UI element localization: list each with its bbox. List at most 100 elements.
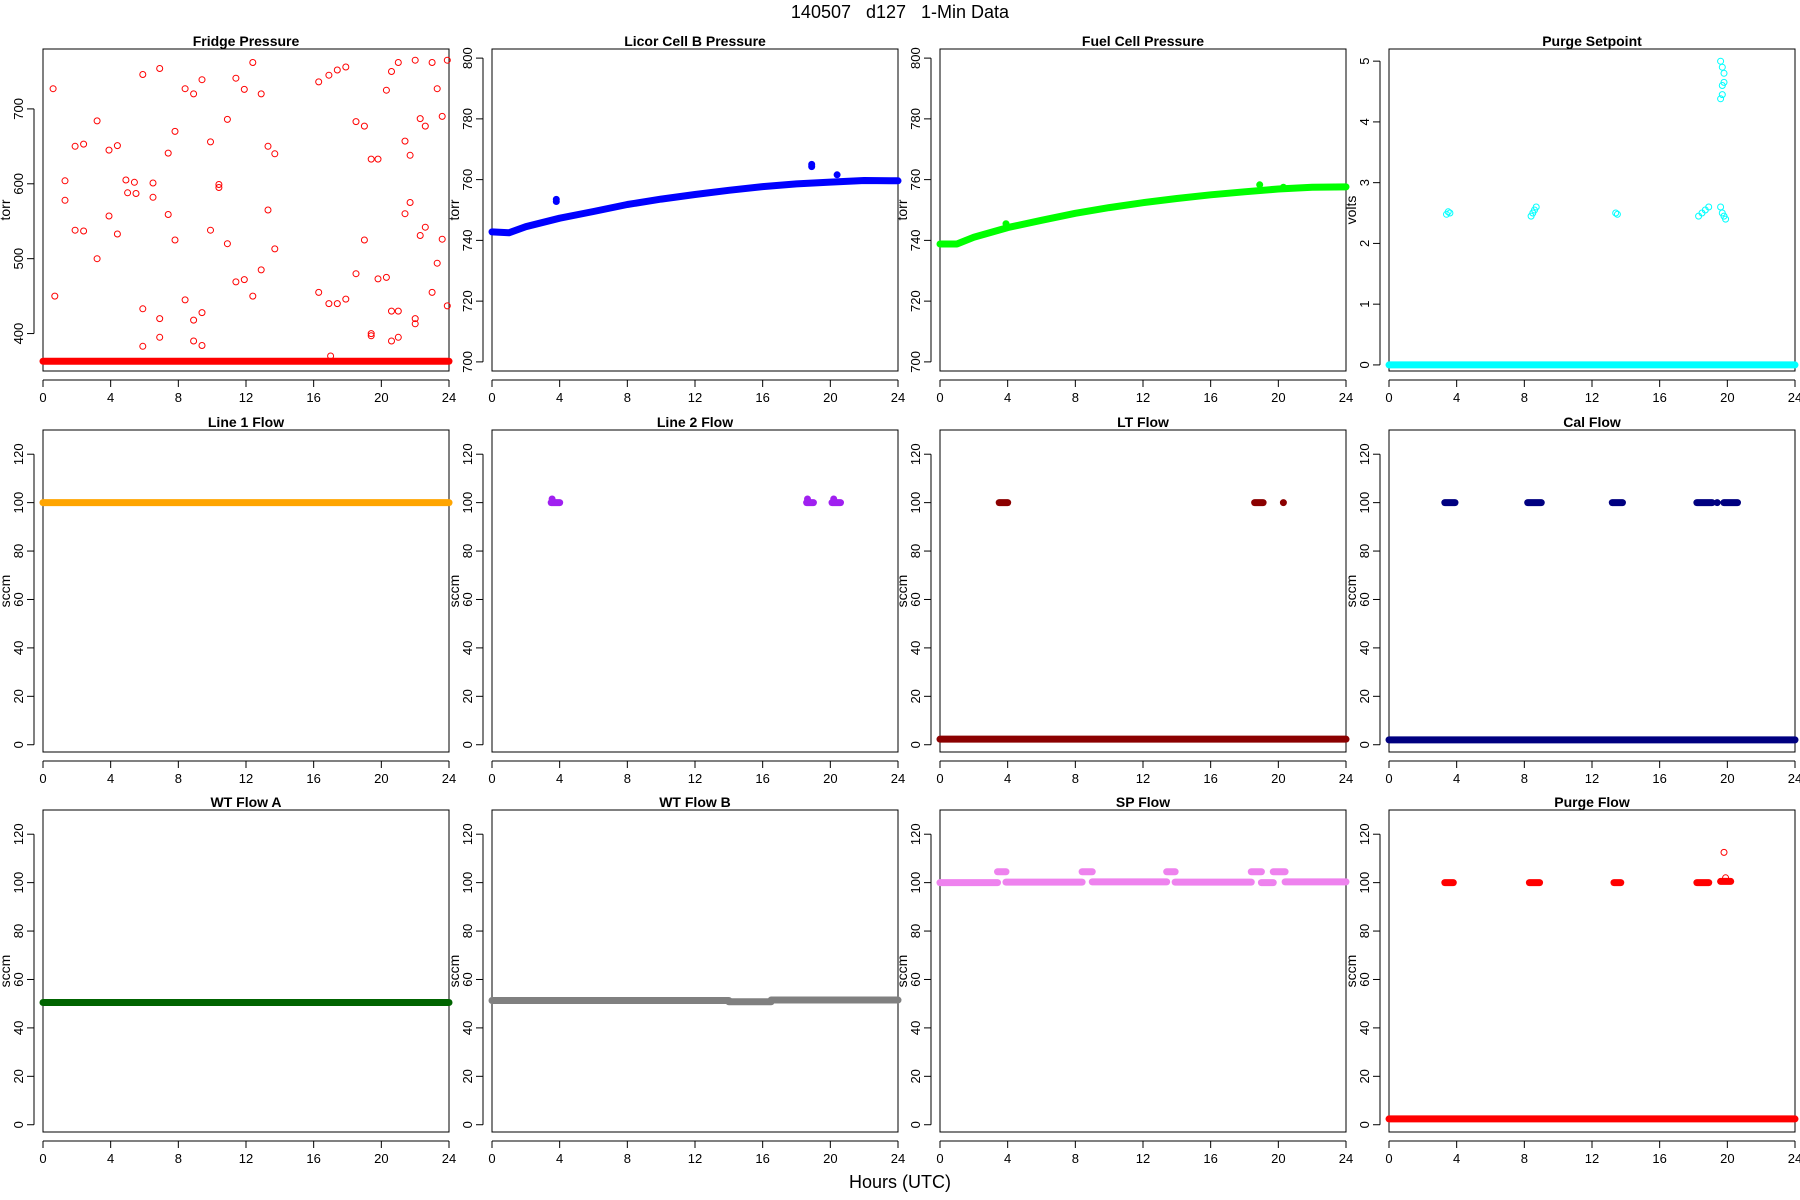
plot-frame xyxy=(1388,809,1796,1133)
y-axis-label: sccm xyxy=(446,955,462,988)
x-tick-label: 0 xyxy=(936,1151,943,1166)
data-series xyxy=(936,181,1350,248)
y-axis-label: sccm xyxy=(0,955,13,988)
x-tick-label: 8 xyxy=(1521,771,1528,786)
x-tick-label: 20 xyxy=(374,1151,388,1166)
x-tick-label: 12 xyxy=(688,390,702,405)
data-point xyxy=(198,309,206,317)
x-tick-label: 8 xyxy=(1072,390,1079,405)
chart-panel: 0 4 8 12 16 20 24 0 20 40 60 80 100 120 sccm Purge Flow xyxy=(1343,794,1800,1166)
data-point xyxy=(388,307,395,315)
x-tick-label: 16 xyxy=(1203,1151,1217,1166)
x-tick-label: 16 xyxy=(1652,771,1666,786)
data-point xyxy=(149,179,157,187)
x-tick-label: 12 xyxy=(688,771,702,786)
plot-frame xyxy=(939,48,1347,372)
x-axis: 0 4 8 12 16 20 24 xyxy=(39,1140,456,1166)
data-point xyxy=(1717,95,1725,103)
data-point xyxy=(264,142,272,150)
y-tick-label: 40 xyxy=(460,1021,475,1035)
x-tick-label: 0 xyxy=(936,390,943,405)
x-tick-label: 4 xyxy=(107,1151,114,1166)
x-tick-label: 12 xyxy=(1585,1151,1599,1166)
x-tick-label: 24 xyxy=(1339,390,1353,405)
x-tick-label: 0 xyxy=(488,390,495,405)
y-tick-label: 4 xyxy=(1357,118,1372,125)
data-point xyxy=(443,302,451,310)
y-tick-label: 100 xyxy=(908,872,923,894)
panel-title: LT Flow xyxy=(1117,414,1169,430)
x-tick-label: 0 xyxy=(488,1151,495,1166)
x-tick-label: 8 xyxy=(1072,771,1079,786)
chart-panel: 0 4 8 12 16 20 24 0 20 40 60 80 100 120 sccm WT Flow A xyxy=(0,794,456,1166)
data-point xyxy=(190,90,198,98)
y-axis: 0 20 40 60 80 100 120 xyxy=(1357,823,1381,1128)
data-point xyxy=(215,184,223,191)
y-axis: 400 500 600 700 xyxy=(11,98,35,344)
y-tick-label: 0 xyxy=(460,1121,475,1128)
x-tick-label: 16 xyxy=(755,390,769,405)
plot-frame xyxy=(42,429,450,753)
x-tick-label: 24 xyxy=(891,771,905,786)
data-point xyxy=(808,163,816,171)
data-point xyxy=(342,63,350,71)
panel-title: Cal Flow xyxy=(1563,414,1621,430)
panel-title: SP Flow xyxy=(1116,794,1170,810)
data-point xyxy=(49,85,57,93)
panel-title: WT Flow A xyxy=(210,794,281,810)
panel-title: Fridge Pressure xyxy=(193,33,300,49)
data-point xyxy=(360,236,368,244)
data-point xyxy=(438,235,446,243)
y-tick-label: 0 xyxy=(11,1121,26,1128)
x-tick-label: 8 xyxy=(1521,1151,1528,1166)
x-tick-label: 20 xyxy=(1720,1151,1734,1166)
x-tick-label: 0 xyxy=(1385,771,1392,786)
data-point xyxy=(190,337,198,345)
data-point xyxy=(433,85,441,93)
y-tick-label: 80 xyxy=(460,544,475,558)
data-point xyxy=(1713,499,1721,507)
data-point xyxy=(1705,203,1713,211)
x-axis: 0 4 8 12 16 20 24 xyxy=(488,760,905,786)
chart-panel: 0 4 8 12 16 20 24 0 20 40 60 80 100 120 sccm SP Flow xyxy=(894,794,1353,1166)
y-tick-label: 20 xyxy=(460,1069,475,1083)
chart-panel: 0 4 8 12 16 20 24 400 500 600 700 torr Fridge Pressu… xyxy=(0,33,456,405)
data-point xyxy=(156,315,164,323)
data-point xyxy=(156,333,164,341)
x-tick-label: 12 xyxy=(239,390,253,405)
x-tick-label: 24 xyxy=(442,390,456,405)
x-tick-label: 24 xyxy=(891,390,905,405)
x-axis: 0 4 8 12 16 20 24 xyxy=(1385,379,1800,405)
data-point xyxy=(552,198,560,205)
data-point xyxy=(232,74,240,82)
y-tick-label: 20 xyxy=(1357,689,1372,703)
x-tick-label: 12 xyxy=(239,771,253,786)
data-series xyxy=(936,499,1350,743)
x-tick-label: 4 xyxy=(556,771,563,786)
x-tick-label: 8 xyxy=(175,390,182,405)
plot-frame xyxy=(491,48,899,372)
data-point xyxy=(401,137,409,145)
y-tick-label: 40 xyxy=(908,1021,923,1035)
y-tick-label: 500 xyxy=(11,248,26,270)
data-point xyxy=(394,307,402,315)
y-tick-label: 800 xyxy=(460,47,475,69)
y-axis-label: sccm xyxy=(0,575,13,608)
data-point xyxy=(132,190,140,197)
x-tick-label: 24 xyxy=(1788,771,1800,786)
y-tick-label: 60 xyxy=(908,972,923,986)
x-tick-label: 20 xyxy=(374,390,388,405)
x-tick-label: 4 xyxy=(1004,1151,1011,1166)
y-tick-label: 3 xyxy=(1357,179,1372,186)
x-axis: 0 4 8 12 16 20 24 xyxy=(488,379,905,405)
data-point xyxy=(207,138,214,146)
y-tick-label: 0 xyxy=(908,1121,923,1128)
x-axis: 0 4 8 12 16 20 24 xyxy=(936,760,1353,786)
data-point xyxy=(411,56,419,64)
data-point xyxy=(411,320,419,328)
y-tick-label: 40 xyxy=(908,641,923,655)
y-axis-label: torr xyxy=(0,199,13,220)
x-tick-label: 20 xyxy=(823,390,837,405)
